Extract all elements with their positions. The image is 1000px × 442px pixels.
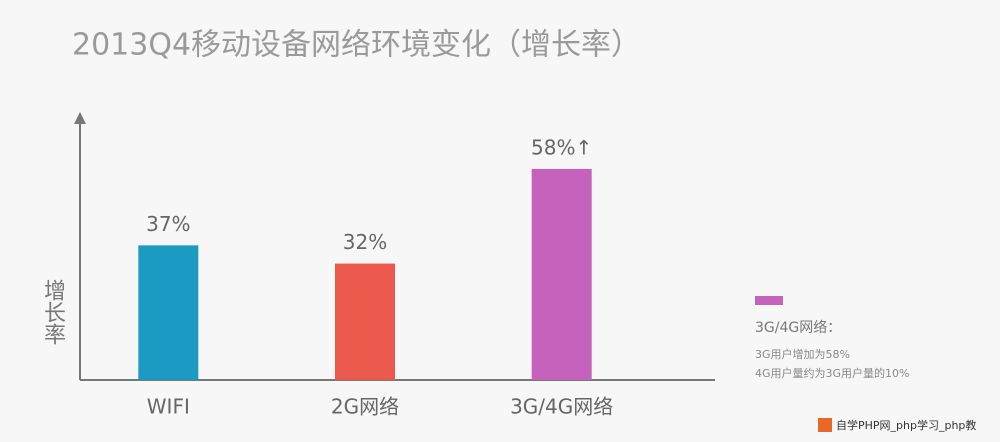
chart-title: 2013Q4移动设备网络环境变化（增长率） xyxy=(72,28,641,63)
axis-arrow xyxy=(74,112,86,124)
x-tick-label: 3G/4G网络 xyxy=(510,395,613,419)
value-label: 58%↑ xyxy=(531,135,592,159)
y-axis-label-text: 增长率 xyxy=(40,279,66,345)
bar xyxy=(335,263,395,380)
x-tick-label: WIFI xyxy=(147,395,190,419)
legend-note: 3G用户增加为58% xyxy=(755,347,850,361)
value-label: 32% xyxy=(343,230,387,254)
y-axis-label: 增长率 xyxy=(40,279,66,345)
legend-swatch xyxy=(755,296,783,305)
bar xyxy=(531,168,592,380)
legend-title: 3G/4G网络： xyxy=(755,320,841,336)
x-tick-label: 2G网络 xyxy=(331,395,399,419)
legend-note: 4G用户量约为3G用户量的10% xyxy=(755,366,910,380)
bar xyxy=(138,245,199,380)
value-label: 37% xyxy=(146,212,190,236)
watermark-icon xyxy=(818,418,832,432)
watermark: 自学PHP网_php学习_php教 xyxy=(836,418,976,432)
